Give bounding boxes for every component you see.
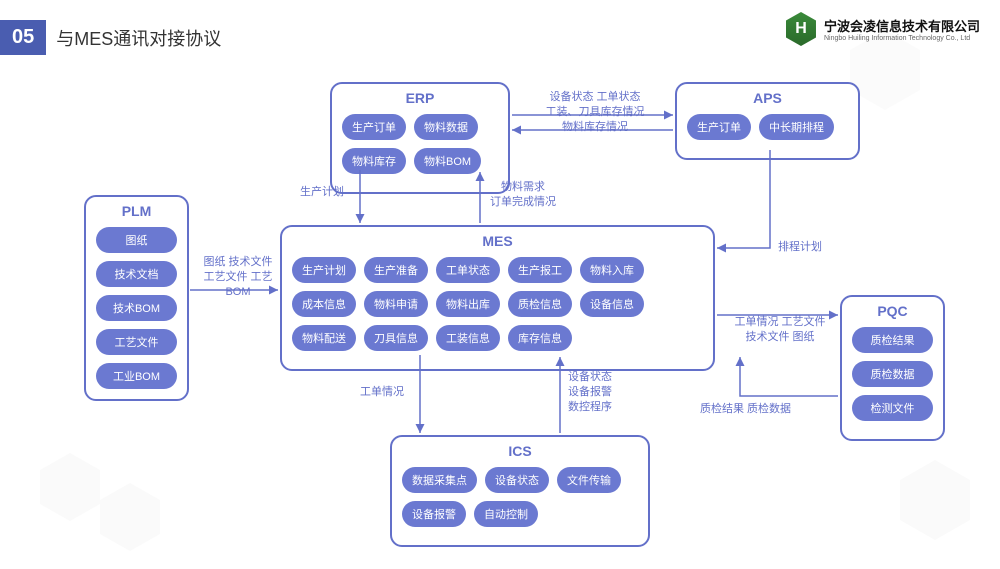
company-name-cn: 宁波会凌信息技术有限公司 — [824, 16, 980, 35]
arrow-layer — [0, 0, 1000, 564]
edge-label-plm-mes: 图纸 技术文件 工艺文件 工艺BOM — [193, 255, 283, 300]
page-header: 05 与MES通讯对接协议 — [0, 20, 221, 55]
edge-label-ics-mes-r: 设备状态 设备报警 数控程序 — [568, 370, 612, 415]
edge-label-mes-pqc: 工单情况 工艺文件 技术文件 图纸 — [720, 315, 840, 345]
edge-label-erp-mes: 生产计划 — [300, 185, 344, 200]
company-logo-area: 宁波会凌信息技术有限公司 Ningbo Huiling Information … — [786, 12, 980, 46]
edge-label-mes-ics-l: 工单情况 — [360, 385, 404, 400]
section-number-badge: 05 — [0, 20, 46, 55]
logo-icon — [786, 12, 816, 46]
edge-label-aps-mes: 排程计划 — [778, 240, 822, 255]
company-name-en: Ningbo Huiling Information Technology Co… — [824, 35, 980, 42]
edge-label-erp-aps: 设备状态 工单状态 工装、刀具库存情况 物料库存情况 — [520, 90, 670, 135]
page-title: 与MES通讯对接协议 — [56, 25, 221, 51]
edge-label-pqc-mes: 质检结果 质检数据 — [700, 402, 791, 417]
edge-label-mes-erp: 物料需求 订单完成情况 — [490, 180, 556, 210]
